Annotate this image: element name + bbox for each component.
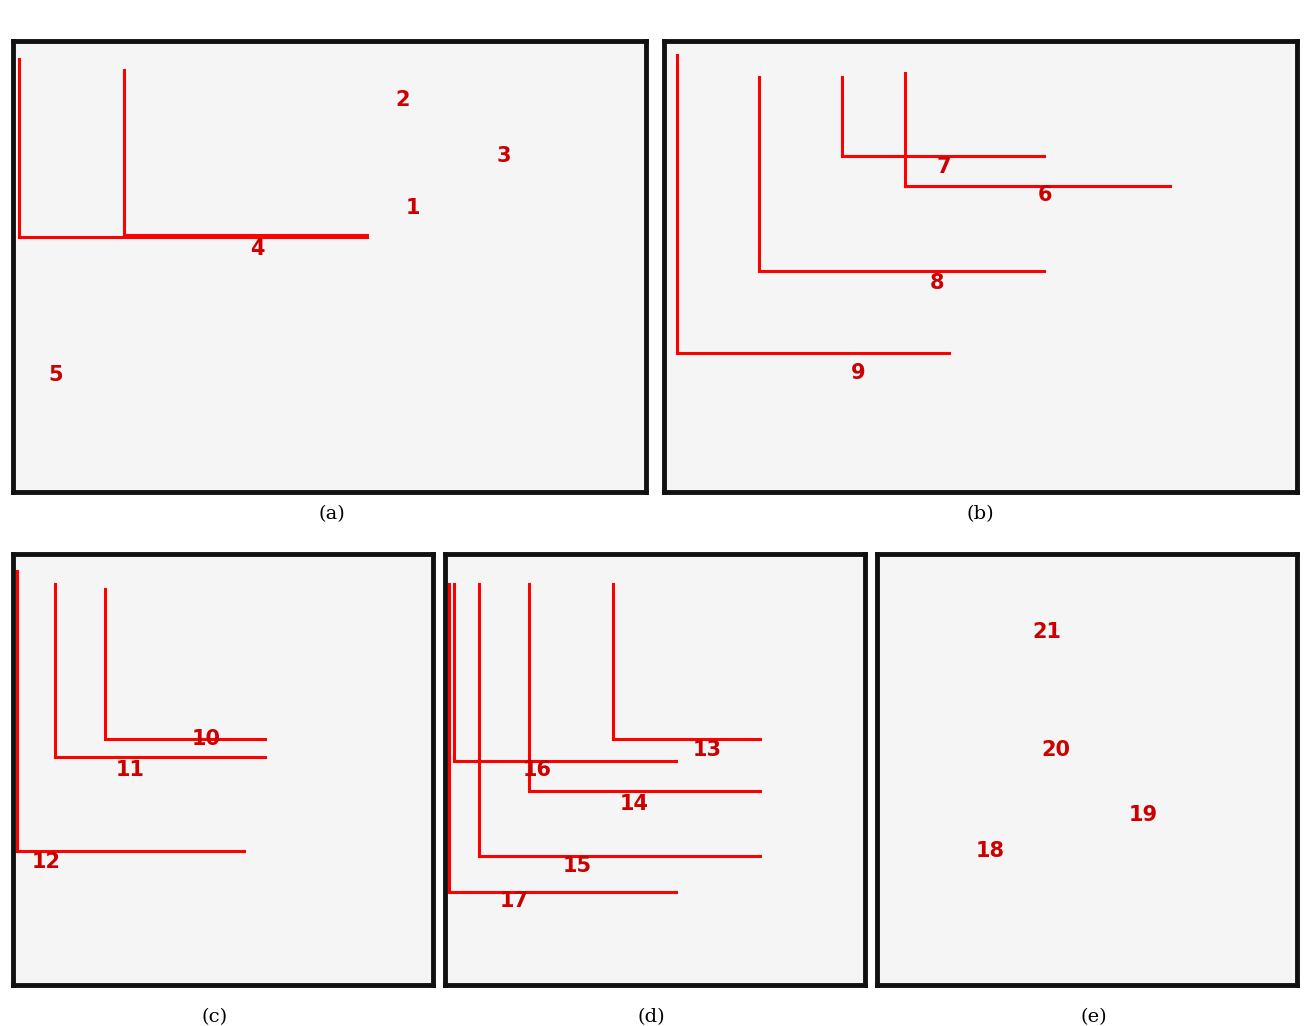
Text: 2: 2 (396, 89, 410, 110)
Text: 5: 5 (48, 365, 63, 385)
Text: 1: 1 (405, 198, 419, 219)
Text: (d): (d) (637, 1008, 665, 1026)
Text: 17: 17 (500, 891, 529, 911)
Text: 16: 16 (523, 759, 552, 780)
Text: 8: 8 (930, 273, 945, 292)
Text: 3: 3 (496, 146, 511, 166)
Text: (c): (c) (202, 1008, 228, 1026)
Text: 20: 20 (1041, 740, 1070, 760)
Text: 11: 11 (115, 759, 145, 780)
Text: (e): (e) (1081, 1008, 1107, 1026)
Text: 10: 10 (191, 729, 220, 749)
Text: 13: 13 (693, 740, 722, 760)
Text: 15: 15 (563, 857, 592, 876)
Text: 12: 12 (31, 853, 62, 872)
Text: (a): (a) (318, 505, 345, 523)
Text: 4: 4 (250, 239, 265, 259)
Text: 6: 6 (1038, 185, 1052, 204)
Text: 7: 7 (937, 157, 951, 177)
Text: 9: 9 (852, 363, 866, 383)
Text: (b): (b) (965, 505, 994, 523)
Text: 21: 21 (1032, 622, 1061, 641)
Text: 14: 14 (620, 794, 648, 814)
Text: 18: 18 (976, 841, 1005, 862)
Text: 19: 19 (1129, 804, 1158, 825)
